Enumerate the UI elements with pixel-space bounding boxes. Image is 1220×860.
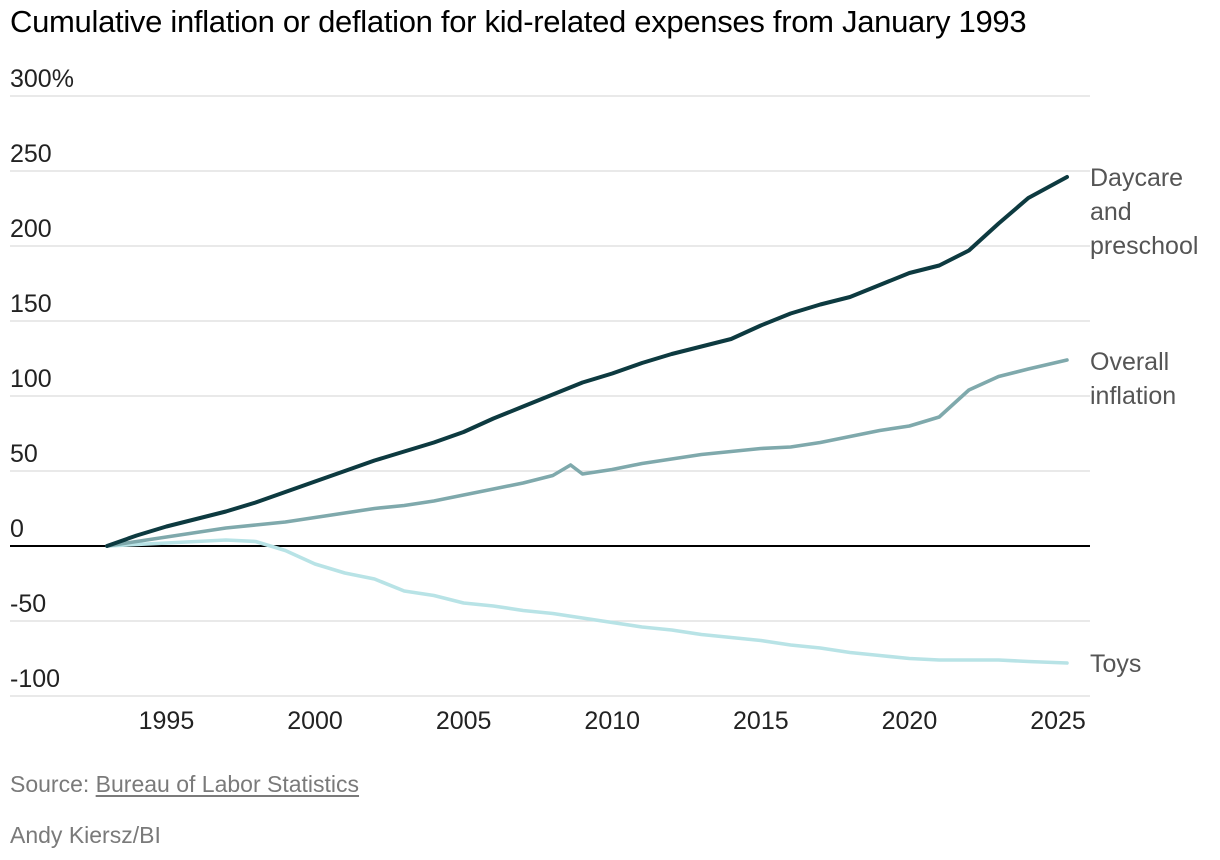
y-tick-label--100: -100 [10, 665, 60, 693]
series-line-overall-inflation [105, 358, 1069, 548]
series-label-line: inflation [1090, 382, 1176, 410]
series-label-daycare-and-preschool: Daycare and preschool [1090, 164, 1198, 260]
y-tick-label-150: 150 [10, 290, 52, 318]
x-tick-label-2015: 2015 [733, 707, 789, 735]
y-tick-label-0: 0 [10, 515, 24, 543]
y-tick-label--50: -50 [10, 590, 46, 618]
series-label-line: Toys [1090, 650, 1141, 678]
series-line-toys [105, 538, 1069, 665]
source-link[interactable]: Bureau of Labor Statistics [95, 771, 360, 797]
x-tick-label-2010: 2010 [584, 707, 640, 735]
series-line-daycare-and-preschool [105, 175, 1069, 548]
x-tick-label-2020: 2020 [882, 707, 938, 735]
grid-layer [10, 95, 1090, 697]
chart-title: Cumulative inflation or deflation for ki… [10, 4, 1027, 39]
x-tick-label-2005: 2005 [436, 707, 492, 735]
series-labels: Daycare and preschool Overall inflation Toys [1090, 164, 1198, 678]
x-axis-tick-labels: 1995 2000 2005 2010 2015 2020 2025 [139, 707, 1086, 735]
y-tick-label-300: 300% [10, 65, 74, 93]
x-tick-label-2000: 2000 [287, 707, 343, 735]
y-tick-label-100: 100 [10, 365, 52, 393]
series-label-toys: Toys [1090, 650, 1141, 678]
x-tick-label-2025: 2025 [1030, 707, 1086, 735]
series-layer [105, 175, 1069, 665]
series-label-line: Overall [1090, 348, 1169, 376]
line-chart: 300% 250 200 150 100 50 0 -50 -100 1995 2000 2005 2… [10, 65, 1198, 735]
y-axis-tick-labels: 300% 250 200 150 100 50 0 -50 -100 [10, 65, 74, 693]
y-tick-label-50: 50 [10, 440, 38, 468]
series-label-line: and [1090, 198, 1132, 226]
y-tick-label-200: 200 [10, 215, 52, 243]
source-prefix: Source: [10, 771, 96, 797]
y-tick-label-250: 250 [10, 140, 52, 168]
x-tick-label-1995: 1995 [139, 707, 195, 735]
source-note: Source: Bureau of Labor Statistics [10, 771, 359, 798]
series-label-line: preschool [1090, 232, 1198, 260]
series-label-overall-inflation: Overall inflation [1090, 348, 1176, 410]
credit-line: Andy Kiersz/BI [10, 822, 161, 848]
series-label-line: Daycare [1090, 164, 1183, 192]
